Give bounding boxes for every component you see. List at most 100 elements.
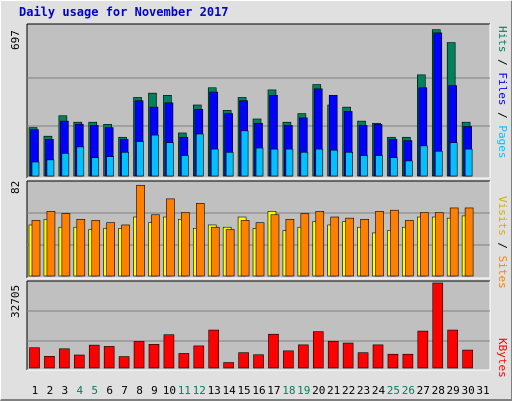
day-tick-label: 25 — [387, 384, 400, 397]
kbytes-bar — [402, 353, 414, 369]
kbytes-bar — [44, 356, 55, 369]
pages-bar — [121, 152, 129, 177]
chart-title: Daily usage for November 2017 — [19, 5, 229, 19]
kbytes-bar — [178, 353, 190, 369]
pages-bar — [225, 152, 234, 177]
sites-bar — [106, 222, 115, 277]
day-tick-label: 22 — [342, 384, 355, 397]
day-tick-label: 2 — [47, 384, 54, 397]
day-tick-label: 27 — [417, 384, 430, 397]
pages-bar — [420, 145, 428, 177]
pages-bar — [285, 148, 294, 177]
pages-bar — [315, 148, 324, 177]
day-tick-label: 12 — [193, 384, 206, 397]
day-tick-label: 13 — [208, 384, 221, 397]
kbytes-bar — [298, 344, 309, 369]
kbytes-bar — [148, 344, 160, 369]
kbytes-bar — [372, 344, 384, 369]
day-tick-label: 11 — [178, 384, 191, 397]
kbytes-bar — [238, 352, 249, 369]
day-tick-label: 14 — [223, 384, 237, 397]
day-tick-label: 8 — [136, 384, 143, 397]
sites-bar — [300, 213, 310, 277]
kbytes-bar — [268, 333, 279, 369]
pages-bar — [345, 152, 353, 177]
sites-bar — [270, 214, 280, 277]
day-tick-label: 9 — [151, 384, 158, 397]
kbytes-bar — [193, 345, 205, 369]
kbytes-bar — [133, 341, 145, 369]
kbytes-bar — [163, 334, 175, 369]
kbytes-bar — [88, 344, 100, 369]
pages-bar — [91, 157, 100, 177]
sites-bar — [181, 212, 190, 277]
kbytes-bar — [327, 340, 339, 369]
day-tick-label: 4 — [76, 384, 83, 397]
kbytes-bar — [283, 350, 294, 369]
sites-bar — [46, 211, 56, 277]
sites-bar — [91, 220, 101, 277]
pages-bar — [61, 153, 70, 177]
sites-bar — [390, 209, 399, 277]
pages-bar — [449, 142, 458, 177]
sites-bar — [195, 203, 205, 277]
kbytes-bar — [342, 342, 354, 369]
sites-bar — [151, 214, 160, 277]
pages-bar — [151, 134, 159, 177]
pages-bar — [360, 155, 368, 177]
day-tick-label: 23 — [357, 384, 370, 397]
day-tick-label: 18 — [282, 384, 295, 397]
day-tick-label: 29 — [447, 384, 460, 397]
sites-bar — [76, 218, 86, 277]
pages-bar — [300, 152, 309, 177]
day-tick-label: 7 — [121, 384, 128, 397]
sites-bar — [166, 198, 175, 277]
sites-bar — [136, 184, 145, 277]
sites-bar — [420, 212, 429, 277]
kbytes-bar — [208, 329, 220, 369]
pages-bar — [240, 130, 249, 177]
kbytes-bar — [432, 282, 444, 369]
pages-bar — [210, 148, 219, 177]
pages-bar — [390, 157, 398, 177]
kbytes-bar — [223, 362, 234, 369]
kbytes-bar — [103, 346, 115, 369]
kbytes-bar — [417, 330, 429, 369]
sites-bar — [61, 213, 71, 277]
day-tick-label: 31 — [476, 384, 489, 397]
kbytes-bar — [462, 349, 473, 369]
kbytes-bar — [59, 348, 70, 369]
day-tick-label: 28 — [432, 384, 445, 397]
day-tick-label: 15 — [237, 384, 250, 397]
pages-bar — [255, 147, 264, 177]
pages-bar — [136, 141, 144, 177]
day-tick-label: 1 — [32, 384, 39, 397]
sites-bar — [210, 226, 220, 277]
sites-bar — [225, 229, 235, 277]
sites-bar — [449, 207, 459, 277]
pages-bar — [270, 148, 279, 177]
day-tick-label: 26 — [402, 384, 415, 397]
kbytes-bar — [118, 356, 130, 369]
kbytes-bar — [312, 331, 324, 369]
pages-bar — [46, 159, 55, 177]
sites-bar — [285, 218, 295, 277]
pages-bar — [405, 160, 413, 177]
pages-bar — [375, 155, 383, 177]
pages-bar — [464, 148, 473, 177]
day-tick-label: 16 — [252, 384, 265, 397]
pages-bar — [195, 133, 204, 177]
pages-bar — [434, 150, 443, 177]
day-tick-label: 19 — [297, 384, 310, 397]
day-tick-label: 6 — [106, 384, 113, 397]
sites-bar — [375, 211, 384, 277]
kbytes-bar — [253, 354, 264, 369]
day-tick-label: 20 — [312, 384, 325, 397]
sites-bar — [464, 207, 474, 277]
kbytes-bar — [447, 329, 458, 369]
pages-bar — [76, 146, 85, 177]
sites-bar — [315, 211, 325, 277]
sites-bar — [330, 216, 340, 277]
kbytes-bar — [387, 353, 399, 369]
